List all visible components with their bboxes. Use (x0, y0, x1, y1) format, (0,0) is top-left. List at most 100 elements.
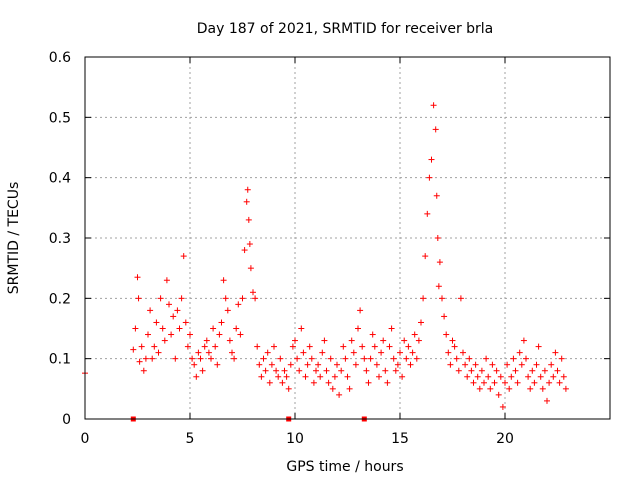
data-point (352, 361, 359, 368)
data-point (518, 361, 525, 368)
y-tick-label: 0.1 (49, 352, 71, 368)
data-point (443, 331, 450, 338)
data-point (344, 373, 351, 380)
data-point (287, 361, 294, 368)
data-point (433, 192, 440, 199)
data-point (172, 355, 179, 362)
data-point (260, 355, 267, 362)
data-point (424, 210, 431, 217)
data-point (252, 295, 259, 302)
data-point (331, 373, 338, 380)
data-point (159, 325, 166, 332)
data-point (560, 373, 567, 380)
data-point (155, 349, 162, 356)
data-point (197, 355, 204, 362)
x-tick-label: 15 (391, 431, 409, 447)
data-point (558, 355, 565, 362)
data-point (142, 355, 149, 362)
data-point (483, 355, 490, 362)
data-point (214, 361, 221, 368)
axis-ticks (84, 56, 610, 420)
data-point (317, 373, 324, 380)
data-point (516, 349, 523, 356)
data-point (485, 373, 492, 380)
data-point (426, 174, 433, 181)
data-point (470, 379, 477, 386)
data-point (401, 337, 408, 344)
data-point (245, 216, 252, 223)
data-point (187, 331, 193, 338)
data-point (434, 235, 441, 241)
data-point (420, 295, 427, 302)
data-point (409, 349, 416, 356)
data-point (541, 367, 548, 374)
data-point (327, 355, 334, 362)
tick-labels: 0 5 10 15 20 0 0.1 0.2 0.3 0.4 0.5 0.6 (49, 50, 514, 447)
data-point (397, 349, 403, 356)
data-point (338, 367, 345, 374)
data-point (161, 337, 168, 344)
data-point (382, 367, 389, 374)
data-point (350, 349, 357, 356)
grid-layer (85, 57, 610, 419)
data-point (554, 367, 561, 374)
data-point (544, 397, 550, 404)
data-point (271, 343, 277, 350)
data-point (205, 349, 212, 356)
x-tick-label: 10 (286, 431, 304, 447)
data-point (460, 349, 466, 356)
data-point (346, 385, 353, 392)
data-point (394, 361, 401, 368)
data-point (191, 361, 198, 368)
data-point (151, 343, 158, 350)
data-point (292, 337, 298, 344)
data-point (268, 361, 275, 368)
data-point (134, 274, 141, 281)
data-point (384, 379, 391, 386)
data-point (481, 379, 487, 386)
data-point (132, 325, 139, 332)
data-point (329, 385, 336, 392)
data-point (244, 186, 251, 193)
data-point (233, 325, 240, 332)
data-point (279, 379, 286, 386)
data-point (340, 343, 347, 350)
data-point (153, 319, 160, 326)
data-point (502, 379, 508, 386)
data-point (359, 343, 366, 350)
data-point (302, 373, 309, 380)
data-point (256, 361, 263, 368)
data-point (321, 337, 328, 344)
data-point (447, 361, 454, 368)
chart-title: Day 187 of 2021, SRMTID for receiver brl… (197, 21, 494, 37)
data-point (537, 373, 544, 380)
data-point (239, 295, 246, 302)
data-point (514, 379, 521, 386)
data-point (258, 373, 265, 380)
data-point (189, 355, 196, 362)
data-point (246, 241, 253, 248)
y-tick-label: 0.5 (49, 110, 71, 126)
data-point (415, 337, 422, 344)
data-point (218, 319, 225, 326)
data-point (487, 385, 494, 392)
data-point (145, 331, 151, 338)
data-point (449, 337, 456, 344)
data-point (277, 355, 284, 362)
data-point (157, 295, 164, 302)
data-point (495, 391, 502, 398)
data-point (405, 343, 412, 350)
data-point (386, 343, 393, 350)
data-point (435, 283, 442, 290)
data-point (539, 385, 546, 392)
data-point (407, 361, 414, 368)
data-point (466, 355, 473, 362)
y-tick-label: 0 (62, 412, 71, 428)
data-point (497, 373, 504, 380)
data-point (208, 355, 214, 362)
data-point (210, 325, 217, 332)
y-tick-label: 0.3 (49, 231, 71, 247)
data-point (457, 295, 464, 302)
data-point (357, 307, 364, 314)
